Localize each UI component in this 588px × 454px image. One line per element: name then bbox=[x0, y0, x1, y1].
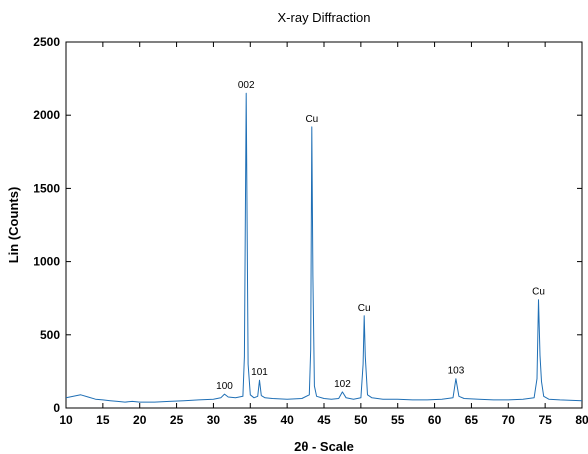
x-tick-label: 30 bbox=[207, 413, 221, 427]
x-tick-label: 80 bbox=[575, 413, 588, 427]
peak-label: 002 bbox=[238, 80, 255, 91]
peak-label: Cu bbox=[532, 287, 545, 298]
x-tick-label: 35 bbox=[244, 413, 258, 427]
x-tick-label: 50 bbox=[354, 413, 368, 427]
y-tick-label: 1000 bbox=[33, 255, 60, 269]
chart-title: X-ray Diffraction bbox=[278, 10, 371, 25]
series-line bbox=[65, 92, 583, 403]
peak-label: Cu bbox=[305, 114, 318, 125]
y-tick-label: 2500 bbox=[33, 35, 60, 49]
peak-label: Cu bbox=[358, 303, 371, 314]
y-tick-label: 1500 bbox=[33, 181, 60, 195]
x-tick-label: 40 bbox=[280, 413, 294, 427]
x-tick-label: 25 bbox=[170, 413, 184, 427]
y-axis-label: Lin (Counts) bbox=[6, 187, 21, 264]
x-tick-label: 15 bbox=[96, 413, 110, 427]
x-tick-label: 45 bbox=[317, 413, 331, 427]
x-tick-label: 65 bbox=[465, 413, 479, 427]
peak-label: 103 bbox=[448, 366, 465, 377]
y-tick-label: 0 bbox=[53, 401, 60, 415]
peak-label: 100 bbox=[216, 381, 233, 392]
plot-frame bbox=[65, 41, 583, 409]
x-tick-label: 75 bbox=[538, 413, 552, 427]
x-tick-label: 55 bbox=[391, 413, 405, 427]
x-tick-label: 20 bbox=[133, 413, 147, 427]
y-tick-label: 2000 bbox=[33, 108, 60, 122]
plot-area bbox=[65, 41, 583, 409]
y-tick-label: 500 bbox=[40, 328, 60, 342]
peak-annotations: 002 Cu Cu Cu 100 101 102 103 bbox=[216, 80, 545, 392]
x-axis-label: 2θ - Scale bbox=[294, 439, 354, 454]
peak-label: 102 bbox=[334, 379, 351, 390]
x-tick-label: 10 bbox=[59, 413, 73, 427]
axis-ticks: 10 15 20 25 30 35 40 45 50 55 60 65 70 75 80 0 500 1000 15… bbox=[33, 35, 588, 427]
x-tick-label: 60 bbox=[428, 413, 442, 427]
peak-label: 101 bbox=[251, 367, 268, 378]
x-tick-label: 70 bbox=[502, 413, 516, 427]
